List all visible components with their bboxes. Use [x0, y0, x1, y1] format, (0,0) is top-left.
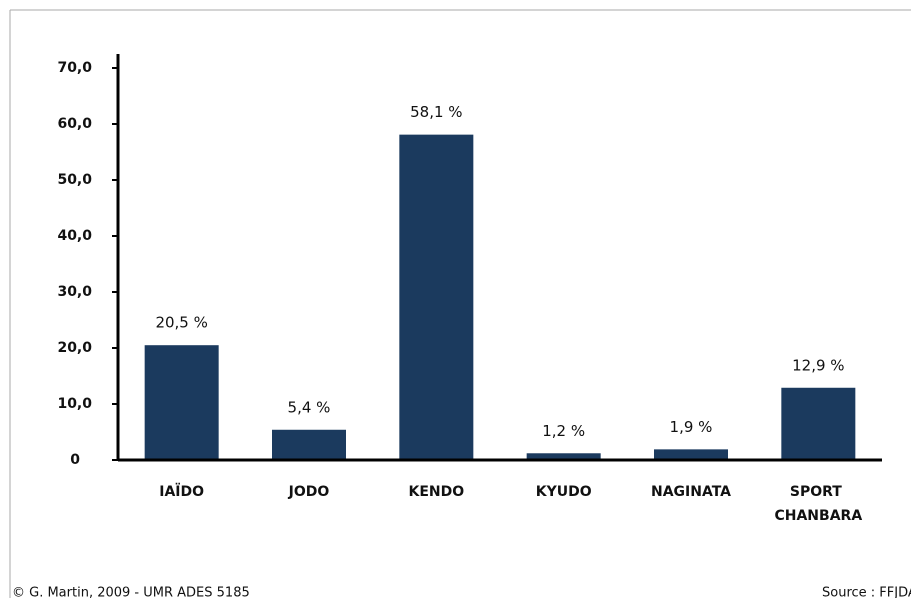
y-tick-label: 50,0: [57, 172, 92, 188]
bar: [654, 449, 728, 460]
bar: [399, 134, 474, 460]
y-tick-label: 30,0: [57, 284, 92, 300]
y-tick-label: 0: [70, 452, 80, 468]
x-tick-label: KYUDO: [536, 484, 592, 500]
value-label: 12,9 %: [792, 356, 844, 374]
x-tick-label: SPORT CHANBARA: [774, 484, 862, 524]
x-tick-label: NAGINATA: [651, 484, 731, 500]
source: Source : FFJDA: [822, 586, 911, 598]
bar: [526, 453, 601, 460]
bar: [781, 387, 856, 460]
bar: [144, 345, 219, 460]
value-label: 58,1 %: [410, 103, 462, 121]
bar: [272, 429, 346, 460]
credit: © G. Martin, 2009 - UMR ADES 5185: [12, 586, 250, 598]
y-tick-label: 10,0: [57, 396, 92, 412]
value-label: 1,2 %: [542, 422, 585, 440]
y-tick-label: 40,0: [57, 228, 92, 244]
value-label: 1,9 %: [670, 418, 713, 436]
y-tick-label: 70,0: [57, 60, 92, 76]
y-tick-label: 60,0: [57, 116, 92, 132]
value-label: 5,4 %: [288, 398, 331, 416]
x-tick-label: IAÏDO: [159, 483, 204, 500]
y-tick-label: 20,0: [57, 340, 92, 356]
value-label: 20,5 %: [155, 314, 207, 332]
frame: [9, 9, 911, 598]
x-tick-label: KENDO: [409, 484, 465, 500]
x-tick-label: JODO: [288, 484, 330, 500]
